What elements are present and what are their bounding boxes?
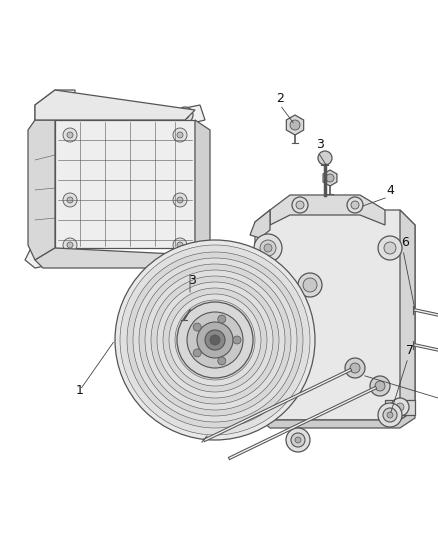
Circle shape (391, 398, 409, 416)
Circle shape (177, 302, 253, 378)
Circle shape (295, 437, 301, 443)
Circle shape (45, 95, 65, 115)
Circle shape (170, 256, 178, 264)
Polygon shape (286, 115, 304, 135)
Text: 1: 1 (76, 384, 84, 397)
Circle shape (193, 349, 201, 357)
Circle shape (173, 193, 187, 207)
Circle shape (151, 276, 279, 404)
Text: 2: 2 (276, 92, 284, 104)
Circle shape (286, 428, 310, 452)
Circle shape (50, 100, 60, 110)
Polygon shape (28, 120, 55, 260)
Circle shape (166, 252, 182, 268)
Polygon shape (255, 210, 415, 420)
Circle shape (175, 300, 255, 380)
Circle shape (291, 433, 305, 447)
Circle shape (396, 403, 404, 411)
Circle shape (139, 264, 291, 416)
Polygon shape (183, 294, 197, 310)
Circle shape (384, 242, 396, 254)
Circle shape (67, 132, 73, 138)
Circle shape (193, 323, 201, 331)
Circle shape (181, 111, 189, 119)
Circle shape (173, 238, 187, 252)
Circle shape (378, 403, 402, 427)
Circle shape (186, 298, 194, 306)
Circle shape (67, 242, 73, 248)
Polygon shape (400, 210, 415, 420)
Polygon shape (255, 408, 415, 428)
Circle shape (210, 335, 220, 345)
Circle shape (63, 238, 77, 252)
Circle shape (252, 399, 268, 415)
Text: 3: 3 (188, 273, 196, 287)
Circle shape (133, 258, 297, 422)
Polygon shape (35, 90, 75, 120)
Polygon shape (248, 395, 270, 418)
Polygon shape (158, 252, 190, 272)
Circle shape (177, 242, 183, 248)
Circle shape (350, 363, 360, 373)
Circle shape (383, 408, 397, 422)
Circle shape (347, 197, 363, 213)
Circle shape (39, 252, 47, 260)
Circle shape (163, 288, 267, 392)
Circle shape (345, 358, 365, 378)
Circle shape (35, 248, 51, 264)
Circle shape (260, 240, 276, 256)
Polygon shape (35, 248, 195, 268)
Circle shape (298, 273, 322, 297)
Circle shape (63, 128, 77, 142)
Circle shape (177, 197, 183, 203)
Polygon shape (250, 210, 270, 238)
Circle shape (197, 322, 233, 358)
Circle shape (218, 357, 226, 365)
Circle shape (292, 197, 308, 213)
Circle shape (127, 252, 303, 428)
Circle shape (145, 270, 285, 410)
Polygon shape (195, 120, 210, 260)
Circle shape (387, 412, 393, 418)
Circle shape (180, 305, 250, 375)
Circle shape (120, 245, 310, 435)
Circle shape (187, 312, 243, 368)
Text: 7: 7 (406, 343, 414, 357)
Circle shape (378, 236, 402, 260)
Circle shape (290, 120, 300, 130)
Circle shape (218, 315, 226, 323)
Circle shape (67, 197, 73, 203)
Circle shape (177, 107, 193, 123)
Circle shape (233, 336, 241, 344)
Polygon shape (323, 170, 337, 186)
Circle shape (177, 132, 183, 138)
Polygon shape (35, 90, 195, 120)
Circle shape (256, 403, 264, 411)
Circle shape (326, 174, 334, 182)
Circle shape (351, 201, 359, 209)
Circle shape (296, 201, 304, 209)
Polygon shape (25, 248, 60, 268)
Circle shape (205, 330, 225, 350)
Polygon shape (270, 195, 385, 225)
Text: 6: 6 (401, 236, 409, 248)
Polygon shape (55, 120, 195, 248)
Circle shape (63, 193, 77, 207)
Circle shape (254, 234, 282, 262)
Circle shape (264, 244, 272, 252)
Text: 3: 3 (316, 139, 324, 151)
Circle shape (303, 278, 317, 292)
Circle shape (157, 282, 273, 398)
Circle shape (318, 151, 332, 165)
Polygon shape (165, 105, 205, 126)
Circle shape (370, 376, 390, 396)
Text: 4: 4 (386, 183, 394, 197)
Polygon shape (385, 400, 415, 415)
Circle shape (375, 381, 385, 391)
Circle shape (173, 128, 187, 142)
Circle shape (115, 240, 315, 440)
Circle shape (169, 294, 261, 386)
